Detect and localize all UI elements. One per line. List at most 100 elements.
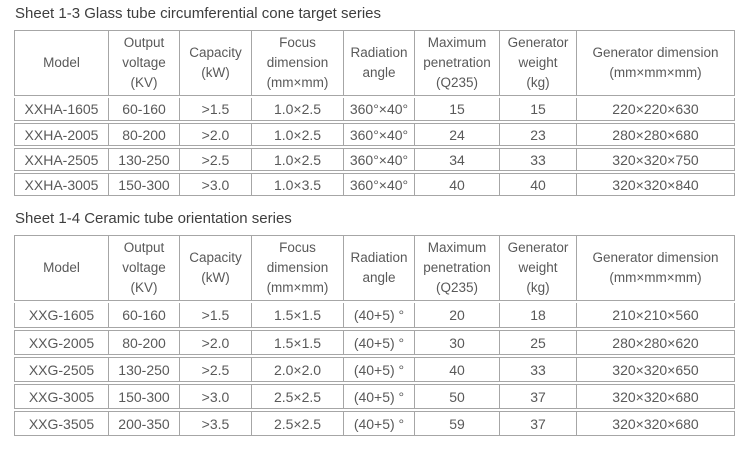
cell-focus-dimension: 1.0×3.5 (252, 173, 344, 196)
ceramic-tube-series-table: Model Output voltage (KV) Capacity (kW) Foc… (14, 233, 735, 438)
sheet-1-4-title: Sheet 1-4 Ceramic tube orientation serie… (15, 210, 292, 227)
table-row: XXG-2005 80-200 >2.0 1.5×1.5 (40+5) ° 30 25 280… (14, 330, 735, 355)
cell-output-voltage: 80-200 (109, 123, 180, 146)
cell-generator-dimension: 320×320×680 (577, 384, 735, 409)
cell-radiation-angle: (40+5) ° (344, 330, 415, 355)
cell-maximum-penetration: 40 (415, 357, 500, 382)
column-header-generator-dimension: Generator dimension (mm×mm×mm) (577, 235, 735, 301)
cell-radiation-angle: 360°×40° (344, 173, 415, 196)
cell-capacity: >3.0 (180, 173, 252, 196)
cell-radiation-angle: 360°×40° (344, 98, 415, 121)
cell-radiation-angle: (40+5) ° (344, 357, 415, 382)
cell-maximum-penetration: 34 (415, 148, 500, 171)
cell-focus-dimension: 1.5×1.5 (252, 303, 344, 328)
cell-maximum-penetration: 30 (415, 330, 500, 355)
cell-maximum-penetration: 20 (415, 303, 500, 328)
cell-maximum-penetration: 15 (415, 98, 500, 121)
cell-focus-dimension: 2.5×2.5 (252, 384, 344, 409)
cell-generator-dimension: 280×280×620 (577, 330, 735, 355)
sheet-1-3-section: Sheet 1-3 Glass tube circumferential con… (14, 5, 750, 198)
cell-focus-dimension: 1.0×2.5 (252, 148, 344, 171)
cell-capacity: >1.5 (180, 98, 252, 121)
column-header-focus-dimension: Focus dimension (mm×mm) (252, 235, 344, 301)
cell-model: XXG-2005 (14, 330, 109, 355)
column-header-focus-dimension: Focus dimension (mm×mm) (252, 30, 344, 96)
cell-model: XXHA-2005 (14, 123, 109, 146)
sheet-1-3-title: Sheet 1-3 Glass tube circumferential con… (15, 5, 382, 22)
cell-radiation-angle: (40+5) ° (344, 384, 415, 409)
cell-generator-weight: 23 (500, 123, 577, 146)
cell-model: XXG-2505 (14, 357, 109, 382)
cell-output-voltage: 130-250 (109, 357, 180, 382)
cell-output-voltage: 200-350 (109, 411, 180, 436)
cell-model: XXHA-2505 (14, 148, 109, 171)
column-header-maximum-penetration: Maximum penetration (Q235) (415, 30, 500, 96)
table-row: XXHA-1605 60-160 >1.5 1.0×2.5 360°×40° 15 15 22… (14, 98, 735, 121)
cell-radiation-angle: (40+5) ° (344, 303, 415, 328)
cell-capacity: >1.5 (180, 303, 252, 328)
cell-focus-dimension: 2.0×2.0 (252, 357, 344, 382)
column-header-generator-weight: Generator weight (kg) (500, 30, 577, 96)
cell-output-voltage: 150-300 (109, 173, 180, 196)
cell-generator-weight: 33 (500, 148, 577, 171)
cell-generator-dimension: 320×320×680 (577, 411, 735, 436)
cell-output-voltage: 80-200 (109, 330, 180, 355)
cell-model: XXG-3005 (14, 384, 109, 409)
column-header-radiation-angle: Radiation angle (344, 235, 415, 301)
cell-focus-dimension: 1.0×2.5 (252, 123, 344, 146)
cell-model: XXHA-1605 (14, 98, 109, 121)
cell-generator-weight: 25 (500, 330, 577, 355)
table-row: XXHA-2005 80-200 >2.0 1.0×2.5 360°×40° 24 23 28… (14, 123, 735, 146)
glass-tube-series-table: Model Output voltage (KV) Capacity (kW) Foc… (14, 28, 735, 198)
cell-capacity: >3.0 (180, 384, 252, 409)
header-row: Model Output voltage (KV) Capacity (kW) Foc… (14, 30, 735, 96)
cell-output-voltage: 130-250 (109, 148, 180, 171)
cell-focus-dimension: 1.0×2.5 (252, 98, 344, 121)
cell-capacity: >2.5 (180, 148, 252, 171)
column-header-maximum-penetration: Maximum penetration (Q235) (415, 235, 500, 301)
cell-maximum-penetration: 40 (415, 173, 500, 196)
cell-focus-dimension: 2.5×2.5 (252, 411, 344, 436)
cell-model: XXG-1605 (14, 303, 109, 328)
cell-output-voltage: 150-300 (109, 384, 180, 409)
cell-generator-dimension: 210×210×560 (577, 303, 735, 328)
column-header-radiation-angle: Radiation angle (344, 30, 415, 96)
column-header-model: Model (14, 235, 109, 301)
cell-maximum-penetration: 59 (415, 411, 500, 436)
column-header-output-voltage: Output voltage (KV) (109, 30, 180, 96)
cell-generator-dimension: 220×220×630 (577, 98, 735, 121)
cell-generator-dimension: 280×280×680 (577, 123, 735, 146)
cell-capacity: >2.0 (180, 123, 252, 146)
cell-model: XXG-3505 (14, 411, 109, 436)
column-header-generator-weight: Generator weight (kg) (500, 235, 577, 301)
table-row: XXG-1605 60-160 >1.5 1.5×1.5 (40+5) ° 20 18 210… (14, 303, 735, 328)
cell-maximum-penetration: 24 (415, 123, 500, 146)
cell-maximum-penetration: 50 (415, 384, 500, 409)
column-header-generator-dimension: Generator dimension (mm×mm×mm) (577, 30, 735, 96)
cell-generator-weight: 18 (500, 303, 577, 328)
cell-generator-dimension: 320×320×650 (577, 357, 735, 382)
table-row: XXG-2505 130-250 >2.5 2.0×2.0 (40+5) ° 40 33 32… (14, 357, 735, 382)
cell-capacity: >3.5 (180, 411, 252, 436)
cell-output-voltage: 60-160 (109, 98, 180, 121)
table-row: XXHA-2505 130-250 >2.5 1.0×2.5 360°×40° 34 33 3… (14, 148, 735, 171)
column-header-capacity: Capacity (kW) (180, 30, 252, 96)
cell-generator-weight: 37 (500, 384, 577, 409)
cell-focus-dimension: 1.5×1.5 (252, 330, 344, 355)
cell-radiation-angle: 360°×40° (344, 148, 415, 171)
sheet-1-4-section: Sheet 1-4 Ceramic tube orientation serie… (14, 210, 750, 438)
table-row: XXG-3505 200-350 >3.5 2.5×2.5 (40+5) ° 59 37 32… (14, 411, 735, 436)
column-header-model: Model (14, 30, 109, 96)
cell-model: XXHA-3005 (14, 173, 109, 196)
cell-generator-dimension: 320×320×750 (577, 148, 735, 171)
column-header-capacity: Capacity (kW) (180, 235, 252, 301)
cell-capacity: >2.5 (180, 357, 252, 382)
cell-radiation-angle: 360°×40° (344, 123, 415, 146)
cell-generator-weight: 33 (500, 357, 577, 382)
cell-generator-weight: 37 (500, 411, 577, 436)
header-row: Model Output voltage (KV) Capacity (kW) Foc… (14, 235, 735, 301)
cell-generator-weight: 40 (500, 173, 577, 196)
table-row: XXG-3005 150-300 >3.0 2.5×2.5 (40+5) ° 50 37 32… (14, 384, 735, 409)
column-header-output-voltage: Output voltage (KV) (109, 235, 180, 301)
cell-generator-weight: 15 (500, 98, 577, 121)
